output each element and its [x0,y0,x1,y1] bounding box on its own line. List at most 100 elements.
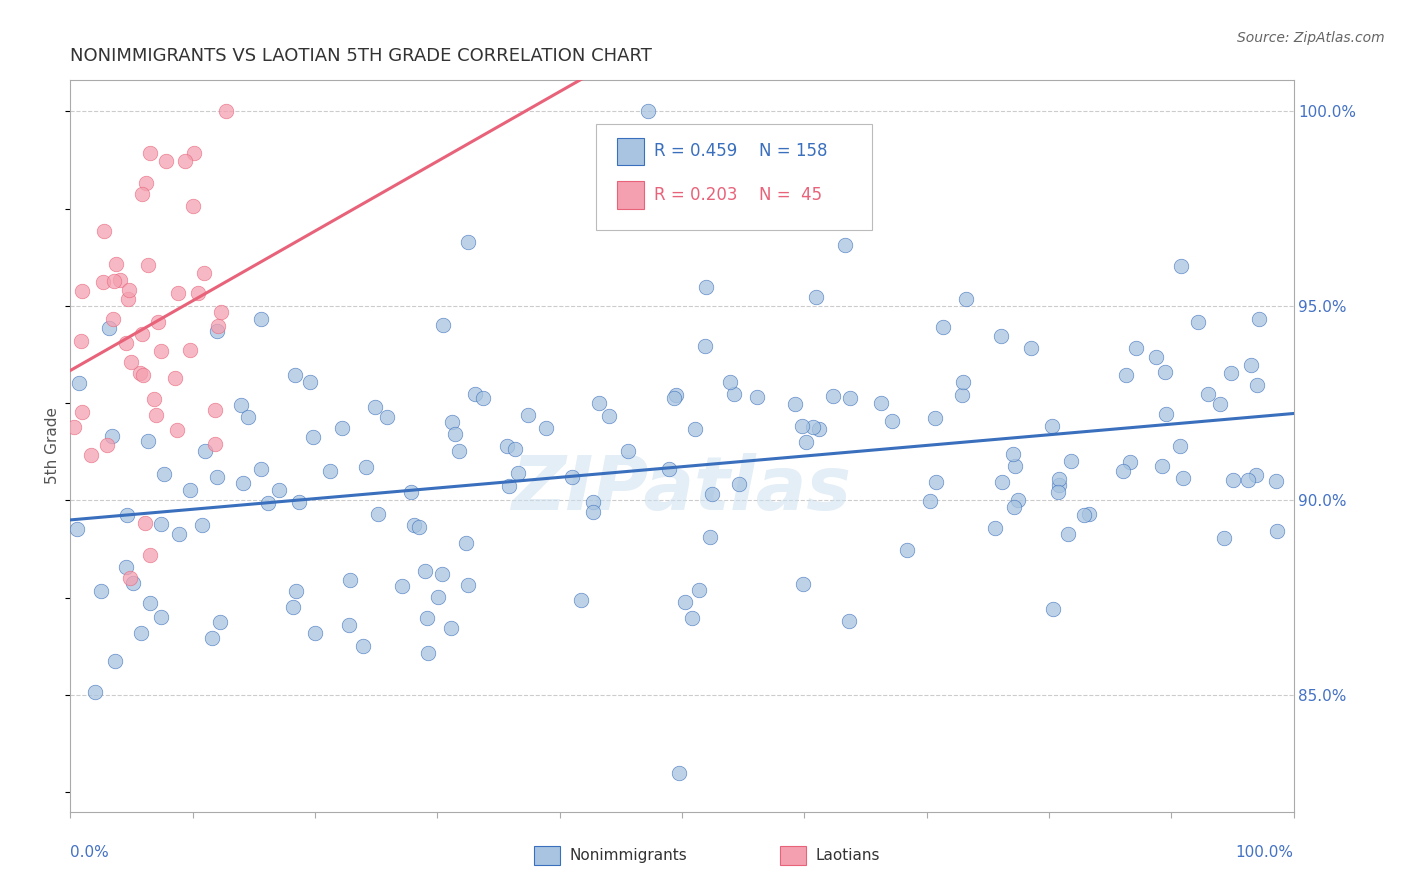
Point [668,765,690,780]
Point [454,535,477,549]
Point [72,405,94,419]
Text: 100.0%: 100.0% [1236,845,1294,860]
Point [105,256,128,270]
Point [1056,526,1078,541]
Point [284,368,307,382]
Point [103,274,125,288]
Point [440,415,463,429]
Point [920,494,942,508]
Point [718,375,741,389]
Point [150,343,173,358]
Point [194,443,217,458]
Point [664,391,686,405]
Point [617,444,640,458]
Point [115,508,138,522]
Point [118,571,141,585]
Point [1246,378,1268,392]
Point [821,388,844,402]
Point [267,483,290,497]
Point [117,293,139,307]
Point [792,576,814,591]
Point [804,290,827,304]
Point [1170,260,1192,274]
Point [163,371,186,385]
Point [256,496,278,510]
Point [673,595,696,609]
Point [132,368,155,383]
Text: NONIMMIGRANTS VS LAOTIAN 5TH GRADE CORRELATION CHART: NONIMMIGRANTS VS LAOTIAN 5TH GRADE CORRE… [70,47,652,65]
Point [215,104,238,119]
Point [135,176,157,190]
Point [508,466,530,480]
Point [204,437,226,451]
Point [449,443,471,458]
Point [693,339,716,353]
Point [1187,315,1209,329]
Text: N = 158: N = 158 [759,143,828,161]
Point [1073,508,1095,522]
Point [582,505,605,519]
Point [399,485,422,500]
Point [80,448,103,462]
Point [695,280,717,294]
Point [299,375,322,389]
Point [134,516,156,530]
Point [139,596,162,610]
Point [97,320,120,334]
Point [1220,366,1243,380]
Point [495,440,517,454]
Point [1019,342,1042,356]
Point [110,273,132,287]
Point [1152,459,1174,474]
Point [166,424,188,438]
Point [69,334,91,348]
Point [1171,471,1194,485]
Point [167,286,190,301]
Point [1236,473,1258,487]
Text: R = 0.459: R = 0.459 [654,143,737,161]
Y-axis label: 5th Grade: 5th Grade [45,408,60,484]
Point [443,427,465,442]
Point [193,267,215,281]
Point [807,422,830,436]
Point [181,199,204,213]
Point [131,186,153,201]
Point [932,319,955,334]
Point [440,622,463,636]
Point [63,420,86,434]
Point [101,428,124,442]
Point [882,415,904,429]
Text: 0.0%: 0.0% [70,845,110,860]
Point [498,479,520,493]
Point [1265,474,1288,488]
Point [1153,365,1175,379]
Point [337,618,360,632]
Point [569,593,592,607]
Point [104,654,127,668]
Point [598,409,620,424]
Point [84,685,107,699]
Point [472,391,495,405]
Point [138,258,160,272]
Point [1197,386,1219,401]
Point [415,611,437,625]
Point [232,475,254,490]
Point [236,410,259,425]
Point [91,275,114,289]
Point [118,283,141,297]
Point [983,521,1005,535]
Point [179,483,201,497]
Point [209,305,232,319]
Point [129,366,152,380]
Point [229,398,252,412]
Point [201,632,224,646]
Point [1156,407,1178,421]
FancyBboxPatch shape [596,124,872,230]
Point [745,390,768,404]
Point [153,467,176,481]
Point [146,315,169,329]
Point [145,408,167,422]
Point [1222,473,1244,487]
Point [120,355,142,369]
Point [952,376,974,390]
